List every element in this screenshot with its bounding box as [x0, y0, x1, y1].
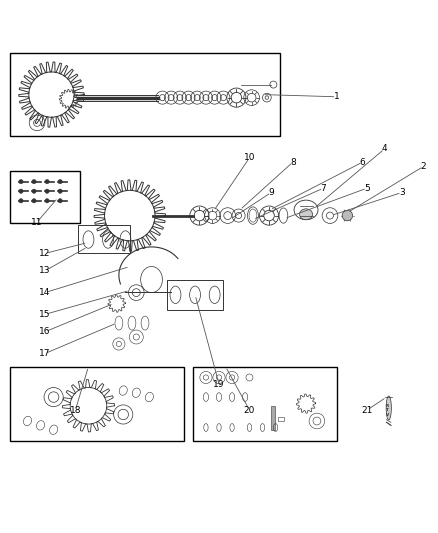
Text: 5: 5: [364, 184, 370, 192]
Text: 15: 15: [39, 310, 51, 319]
Bar: [278, 417, 284, 421]
Text: 12: 12: [39, 249, 51, 258]
Text: 4: 4: [381, 144, 387, 154]
Text: 13: 13: [39, 266, 51, 276]
Text: 9: 9: [268, 188, 274, 197]
Text: 10: 10: [244, 153, 255, 162]
Text: 2: 2: [421, 162, 426, 171]
Text: 1: 1: [334, 92, 339, 101]
Bar: [10, 53, 280, 136]
Text: 6: 6: [360, 158, 365, 166]
Text: 16: 16: [39, 327, 51, 336]
Text: 19: 19: [213, 379, 225, 389]
Bar: [193, 367, 336, 441]
Text: 11: 11: [31, 219, 42, 228]
Text: 3: 3: [399, 188, 405, 197]
Circle shape: [45, 180, 49, 184]
Bar: [78, 225, 130, 254]
Text: 14: 14: [39, 288, 51, 297]
Circle shape: [58, 199, 62, 203]
Circle shape: [45, 189, 49, 193]
Text: 21: 21: [361, 406, 373, 415]
Circle shape: [19, 199, 23, 203]
Circle shape: [32, 180, 36, 184]
Circle shape: [45, 199, 49, 203]
Circle shape: [58, 189, 62, 193]
Text: 18: 18: [70, 406, 81, 415]
Bar: [10, 367, 184, 441]
Circle shape: [58, 180, 62, 184]
Circle shape: [342, 211, 353, 221]
Text: 8: 8: [290, 158, 296, 166]
Ellipse shape: [300, 209, 313, 220]
Ellipse shape: [386, 396, 391, 420]
Circle shape: [32, 189, 36, 193]
Text: 7: 7: [321, 184, 326, 192]
Circle shape: [19, 189, 23, 193]
Circle shape: [19, 180, 23, 184]
Bar: [167, 279, 223, 310]
Bar: [271, 406, 275, 430]
Text: 17: 17: [39, 349, 51, 358]
Text: 20: 20: [244, 406, 255, 415]
Circle shape: [32, 199, 36, 203]
Bar: [10, 171, 80, 223]
Text: R
T
V: R T V: [386, 403, 389, 417]
